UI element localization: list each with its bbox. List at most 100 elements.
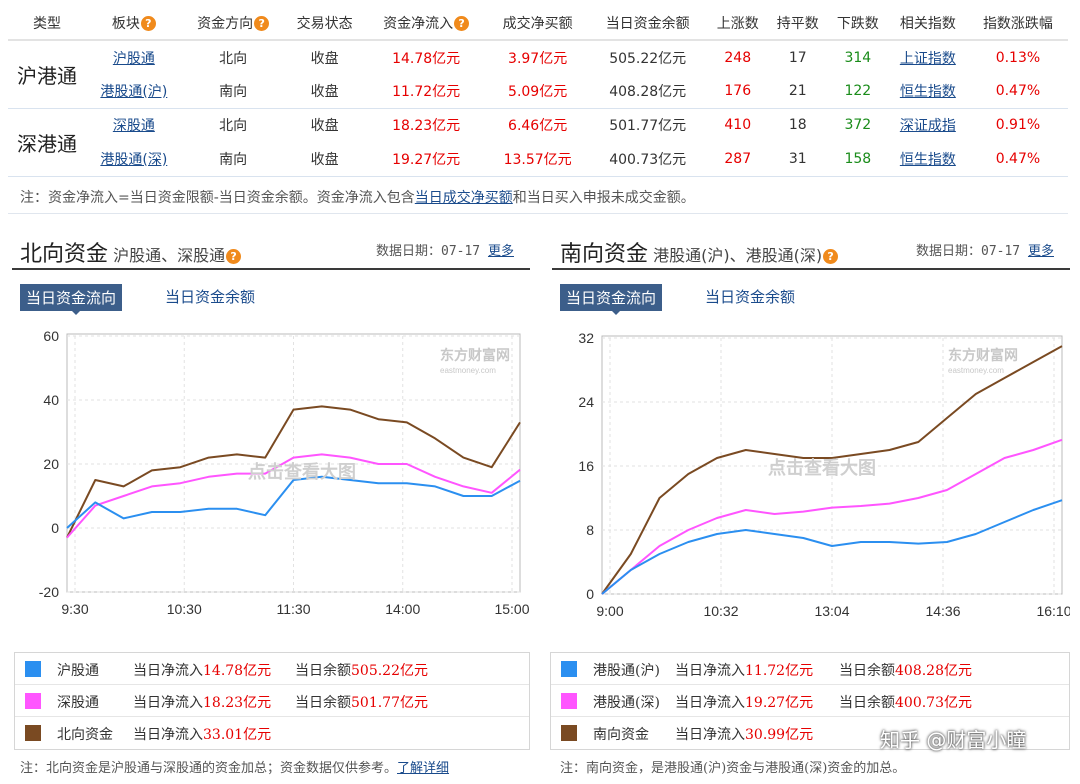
x-tick-label: 11:30 bbox=[277, 601, 311, 617]
y-tick-label: 24 bbox=[578, 394, 594, 410]
index-change: 0.47% bbox=[967, 74, 1068, 109]
net-buy: 3.97亿元 bbox=[508, 50, 568, 67]
x-tick-label: 14:36 bbox=[925, 603, 960, 619]
col-net-buy: 成交净买额 bbox=[487, 6, 588, 41]
col-balance: 当日资金余额 bbox=[587, 6, 708, 41]
net-buy: 6.46亿元 bbox=[508, 118, 568, 135]
down-count: 158 bbox=[827, 142, 888, 177]
up-count: 248 bbox=[724, 49, 752, 66]
north-tab-balance[interactable]: 当日资金余额 bbox=[165, 288, 256, 306]
north-date: 数据日期：07-17 更多 bbox=[376, 244, 514, 259]
south-subtitle: 港股通(沪)、港股通(深) bbox=[653, 246, 823, 265]
y-tick-label: 16 bbox=[578, 458, 594, 474]
series-line bbox=[66, 405, 521, 539]
index-change: 0.13% bbox=[995, 49, 1041, 66]
learn-more-link[interactable]: 了解详细 bbox=[397, 761, 450, 776]
watermark-brand: 东方财富网 bbox=[440, 347, 510, 364]
col-down: 下跌数 bbox=[827, 6, 888, 41]
south-tab-balance[interactable]: 当日资金余额 bbox=[705, 288, 796, 306]
col-up: 上涨数 bbox=[707, 6, 768, 41]
group-label: 深港通 bbox=[8, 108, 86, 177]
direction: 北向 bbox=[219, 50, 248, 67]
north-heading-rule bbox=[12, 268, 530, 270]
x-tick-label: 9:30 bbox=[61, 601, 88, 617]
north-legend: 沪股通 当日净流入14.78亿元 当日余额505.22亿元 深股通 当日净流入1… bbox=[14, 652, 530, 750]
watermark-brand: 东方财富网 bbox=[948, 347, 1018, 364]
legend-swatch bbox=[25, 693, 41, 709]
y-tick-label: 40 bbox=[43, 392, 59, 408]
north-flow-chart[interactable]: 60 40 20 0 -209:30 10:30 11:30 14:00 15:00 点击查看大… bbox=[8, 324, 530, 624]
up-count: 287 bbox=[707, 142, 768, 177]
watermark-domain: eastmoney.com bbox=[440, 366, 496, 375]
col-index-change: 指数涨跌幅 bbox=[967, 6, 1068, 41]
up-count: 410 bbox=[724, 117, 752, 134]
north-footnote: 注：北向资金是沪股通与深股通的资金加总；资金数据仅供参考。了解详细 bbox=[20, 761, 450, 776]
south-heading-rule bbox=[552, 268, 1070, 270]
series-line bbox=[66, 475, 521, 529]
net-buy-link[interactable]: 当日成交净买额 bbox=[414, 190, 513, 206]
direction: 南向 bbox=[181, 142, 285, 177]
watermark-domain: eastmoney.com bbox=[948, 366, 1004, 375]
table-header-row: 类型 板块? 资金方向? 交易状态 资金净流入? 成交净买额 当日资金余额 上涨… bbox=[8, 6, 1068, 41]
help-icon[interactable]: ? bbox=[140, 16, 156, 31]
col-net-inflow: 资金净流入? bbox=[364, 6, 488, 41]
table-row: 沪港通 沪股通 北向 收盘 14.78亿元 3.97亿元 505.22亿元 24… bbox=[8, 40, 1068, 109]
index-link[interactable]: 恒生指数 bbox=[899, 151, 956, 168]
index-link[interactable]: 恒生指数 bbox=[899, 83, 956, 100]
x-tick-label: 10:30 bbox=[167, 601, 202, 617]
help-icon[interactable]: ? bbox=[226, 249, 242, 264]
legend-swatch bbox=[561, 725, 577, 741]
legend-swatch bbox=[25, 725, 41, 741]
south-footnote: 注：南向资金，是港股通(沪)资金与港股通(深)资金的加总。 bbox=[560, 761, 906, 776]
x-tick-label: 14:00 bbox=[385, 601, 420, 617]
south-title: 南向资金 bbox=[560, 242, 649, 267]
balance: 501.77亿元 bbox=[609, 118, 687, 135]
down-count: 122 bbox=[827, 74, 888, 109]
col-status: 交易状态 bbox=[284, 6, 365, 41]
board-link[interactable]: 沪股通 bbox=[112, 50, 155, 67]
x-tick-label: 9:00 bbox=[596, 603, 623, 619]
status: 收盘 bbox=[284, 142, 365, 177]
down-count: 314 bbox=[844, 49, 872, 66]
legend-swatch bbox=[25, 661, 41, 677]
series-line bbox=[601, 499, 1063, 595]
help-icon[interactable]: ? bbox=[454, 16, 470, 31]
series-line bbox=[601, 345, 1063, 595]
south-more-link[interactable]: 更多 bbox=[1027, 244, 1054, 259]
up-count: 176 bbox=[707, 74, 768, 109]
south-legend: 港股通(沪) 当日净流入11.72亿元 当日余额408.28亿元 港股通(深) … bbox=[550, 652, 1070, 750]
col-index: 相关指数 bbox=[887, 6, 968, 41]
net-inflow: 14.78亿元 bbox=[392, 50, 461, 67]
index-link[interactable]: 深证成指 bbox=[899, 118, 956, 135]
south-tab-flow[interactable]: 当日资金流向 bbox=[560, 284, 663, 311]
board-link[interactable]: 港股通(深) bbox=[100, 151, 168, 168]
table-note: 注：资金净流入=当日资金限额-当日资金余额。资金净流入包含当日成交净买额和当日买… bbox=[20, 190, 695, 206]
down-count: 372 bbox=[844, 117, 872, 134]
y-tick-label: 20 bbox=[43, 456, 59, 472]
flat-count: 31 bbox=[767, 142, 828, 177]
legend-row: 北向资金 当日净流入33.01亿元 bbox=[15, 717, 529, 749]
divider bbox=[8, 213, 1068, 214]
direction: 南向 bbox=[181, 74, 285, 109]
net-inflow: 18.23亿元 bbox=[392, 118, 461, 135]
north-panel: 北向资金 沪股通、深股通? 数据日期：07-17 更多 当日资金流向 当日资金余… bbox=[8, 228, 530, 778]
legend-row: 沪股通 当日净流入14.78亿元 当日余额505.22亿元 bbox=[15, 653, 529, 685]
direction: 北向 bbox=[219, 118, 248, 135]
legend-row: 港股通(深) 当日净流入19.27亿元 当日余额400.73亿元 bbox=[551, 685, 1069, 717]
tab-pointer bbox=[70, 309, 82, 315]
group-label: 沪港通 bbox=[8, 40, 86, 109]
board-link[interactable]: 港股通(沪) bbox=[100, 83, 168, 100]
index-link[interactable]: 上证指数 bbox=[899, 50, 956, 67]
col-board: 板块? bbox=[86, 6, 182, 41]
help-icon[interactable]: ? bbox=[254, 16, 270, 31]
legend-swatch bbox=[561, 661, 577, 677]
legend-row: 港股通(沪) 当日净流入11.72亿元 当日余额408.28亿元 bbox=[551, 653, 1069, 685]
south-panel: 南向资金 港股通(沪)、港股通(深)? 数据日期：07-17 更多 当日资金流向… bbox=[548, 228, 1070, 778]
north-more-link[interactable]: 更多 bbox=[487, 244, 514, 259]
index-change: 0.91% bbox=[995, 117, 1041, 134]
help-icon[interactable]: ? bbox=[823, 249, 839, 264]
board-link[interactable]: 深股通 bbox=[112, 118, 155, 135]
status: 收盘 bbox=[310, 118, 339, 135]
north-tab-flow[interactable]: 当日资金流向 bbox=[20, 284, 123, 311]
